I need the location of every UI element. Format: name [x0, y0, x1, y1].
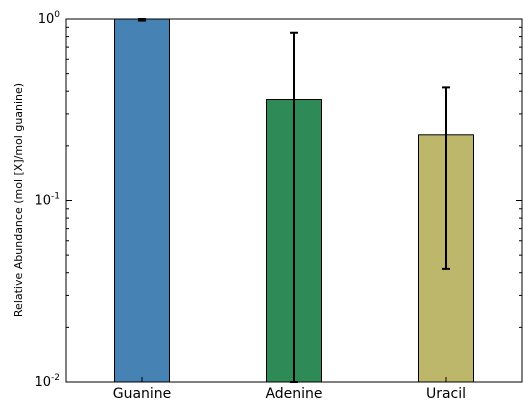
bar-guanine: [114, 18, 170, 383]
y-axis-title: Relative Abundance (mol [X]/mol guanine): [12, 83, 25, 317]
y-tick-label: 10-2: [34, 373, 60, 390]
y-tick-label: 10-1: [34, 192, 60, 209]
y-tick-label: 100: [38, 10, 61, 27]
x-tick-label-uracil: Uracil: [426, 386, 466, 400]
x-tick-label-guanine: Guanine: [113, 386, 172, 400]
x-tick-label-adenine: Adenine: [265, 386, 322, 400]
